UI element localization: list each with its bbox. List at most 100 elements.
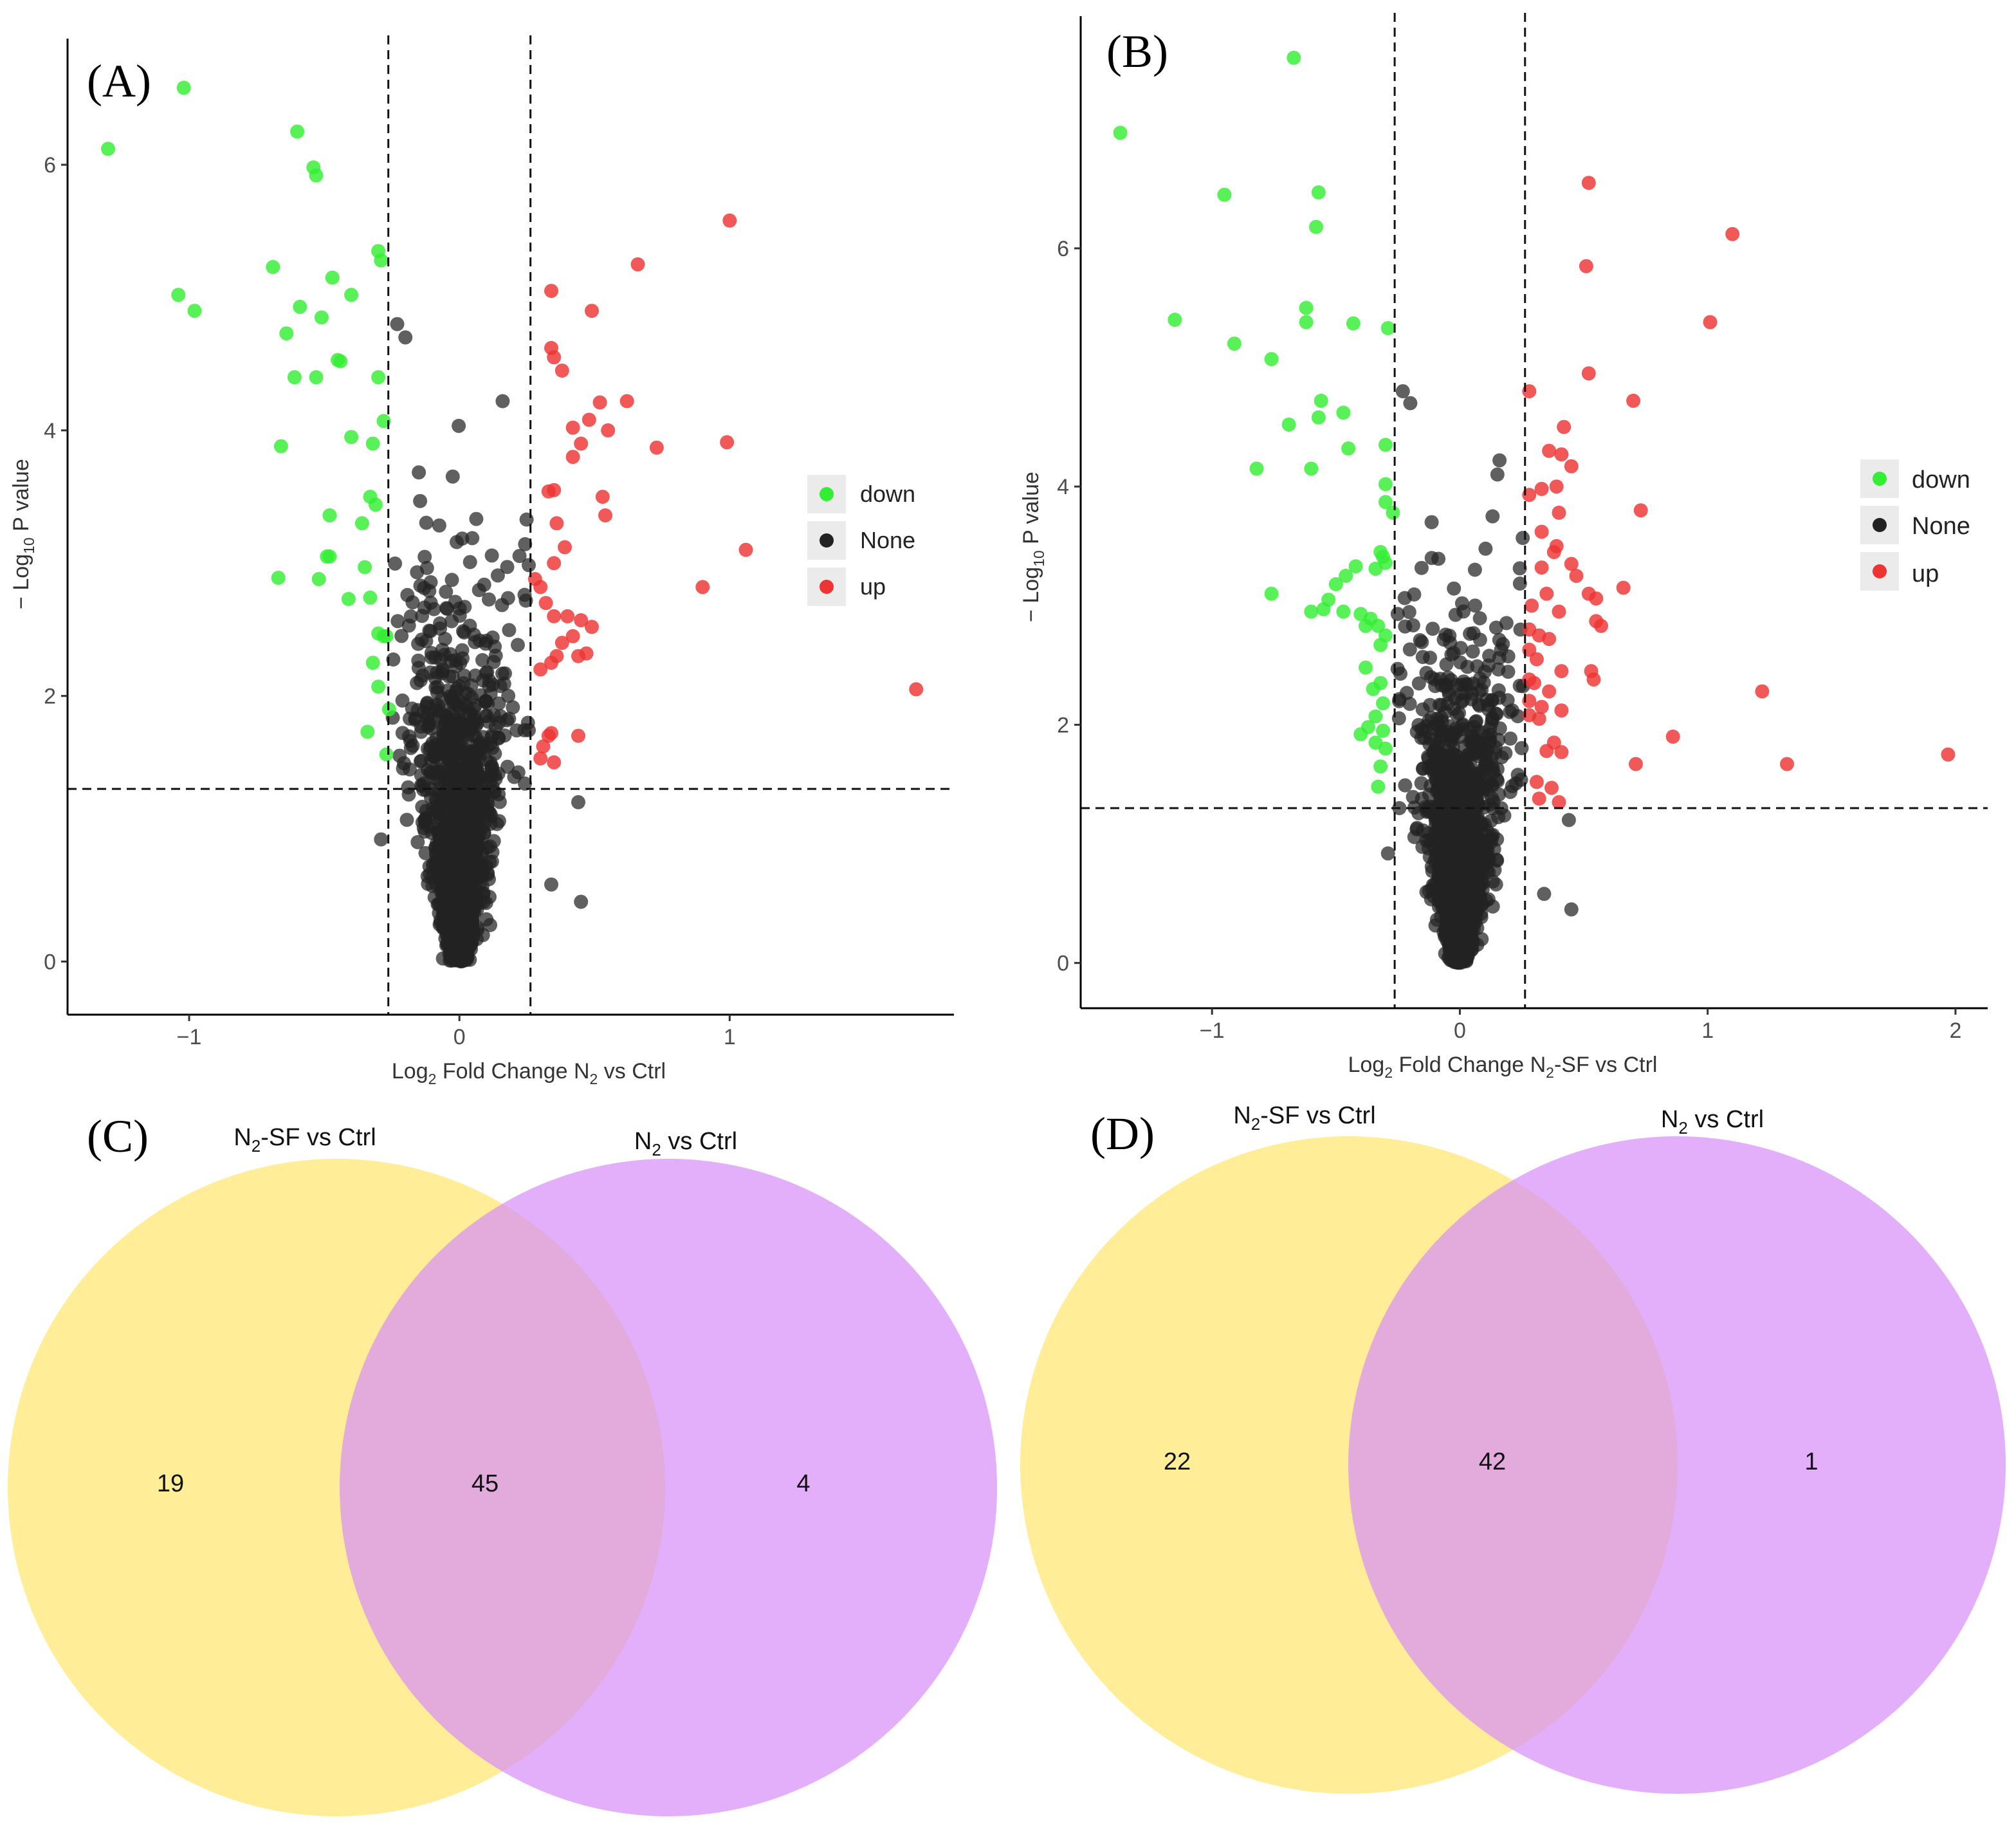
none-point: [519, 512, 534, 527]
none-point: [1453, 827, 1468, 841]
up-point: [1581, 366, 1596, 381]
none-point: [1472, 766, 1487, 780]
y-tick-label: 6: [1057, 237, 1069, 261]
down-point: [1371, 779, 1386, 794]
up-point: [565, 629, 580, 643]
none-point: [482, 592, 496, 607]
none-point: [1416, 823, 1431, 838]
venn-circle-right-c: [340, 1159, 997, 1816]
legend-label-down-b: down: [1912, 466, 1970, 493]
none-point: [1491, 810, 1506, 824]
x-tick-label: 1: [1701, 1019, 1714, 1043]
none-point: [444, 573, 459, 587]
down-point: [1113, 125, 1128, 140]
x-tick-label: 1: [724, 1025, 736, 1049]
none-point: [1478, 541, 1493, 556]
none-point: [469, 512, 484, 526]
down-point: [1346, 316, 1361, 331]
none-point: [1414, 776, 1429, 791]
down-point: [271, 571, 286, 585]
none-point: [1445, 765, 1460, 780]
up-point: [533, 662, 548, 677]
up-point: [1527, 676, 1541, 690]
none-point: [1485, 710, 1499, 725]
none-point: [1444, 647, 1459, 662]
up-point: [1633, 503, 1648, 518]
venn-diagram-c: (C) N2-SF vs Ctrl N2 vs Ctrl 19 45 4: [8, 1111, 997, 1816]
none-point: [518, 776, 532, 791]
none-point: [466, 821, 481, 836]
none-point: [455, 643, 470, 658]
down-point: [1299, 300, 1314, 315]
none-point: [1447, 840, 1462, 855]
down-point: [314, 310, 329, 325]
none-point: [507, 770, 522, 784]
up-point: [1525, 598, 1539, 613]
down-point: [354, 516, 369, 531]
none-point: [485, 845, 500, 860]
none-point: [1434, 815, 1449, 830]
up-point: [1552, 604, 1566, 619]
none-point: [418, 845, 433, 860]
none-point: [495, 667, 509, 681]
none-point: [1514, 741, 1529, 755]
none-point: [439, 584, 454, 599]
none-point: [1443, 636, 1458, 650]
none-point: [1421, 841, 1436, 856]
none-point: [441, 907, 455, 921]
venn-count-right-only-d: 1: [1804, 1448, 1818, 1475]
down-point: [1341, 441, 1356, 456]
none-point: [501, 688, 516, 703]
none-point: [495, 394, 510, 409]
none-point: [1494, 642, 1508, 657]
none-point: [429, 804, 444, 818]
none-point: [1434, 755, 1449, 770]
up-point: [560, 609, 575, 623]
none-point: [415, 800, 430, 814]
none-point: [477, 577, 491, 592]
up-point: [1539, 744, 1554, 759]
threshold-lines-a: [68, 35, 954, 1015]
none-point: [1503, 705, 1517, 719]
none-point: [1414, 560, 1429, 575]
none-point: [484, 548, 499, 563]
up-point: [1542, 632, 1557, 647]
none-point: [482, 678, 497, 693]
down-point: [1371, 618, 1386, 633]
scatter-points-a: [101, 80, 924, 969]
none-point: [1491, 683, 1506, 697]
venn-count-right-only-c: 4: [796, 1470, 810, 1497]
up-point: [1665, 729, 1680, 744]
none-point: [433, 621, 448, 636]
none-point: [403, 711, 417, 726]
panel-letter-b: (B): [1106, 26, 1168, 77]
threshold-lines-b: [1081, 13, 1988, 1008]
none-point: [426, 711, 441, 725]
down-point: [322, 549, 337, 564]
down-point: [1314, 393, 1328, 408]
up-point: [549, 516, 564, 531]
x-tick-label: 0: [454, 1025, 466, 1049]
none-point: [446, 723, 461, 738]
none-point: [1485, 509, 1500, 524]
down-point: [1348, 559, 1363, 574]
none-point: [479, 896, 493, 910]
up-point: [574, 613, 589, 627]
none-point: [451, 761, 466, 776]
down-point: [1353, 727, 1368, 742]
venn-diagram-d: (D) N2-SF vs Ctrl N2 vs Ctrl 22 42 1: [1020, 1102, 2006, 1794]
none-point: [1472, 632, 1487, 647]
none-point: [1403, 396, 1418, 410]
none-point: [1510, 768, 1525, 782]
none-point: [1468, 598, 1483, 613]
up-point: [1546, 545, 1561, 559]
none-point: [403, 609, 418, 624]
none-point: [1415, 702, 1430, 717]
up-point: [909, 682, 924, 697]
down-point: [1328, 577, 1343, 591]
none-point: [398, 330, 413, 345]
none-point: [1490, 772, 1505, 787]
up-point: [1554, 745, 1569, 759]
down-point: [1311, 410, 1326, 425]
